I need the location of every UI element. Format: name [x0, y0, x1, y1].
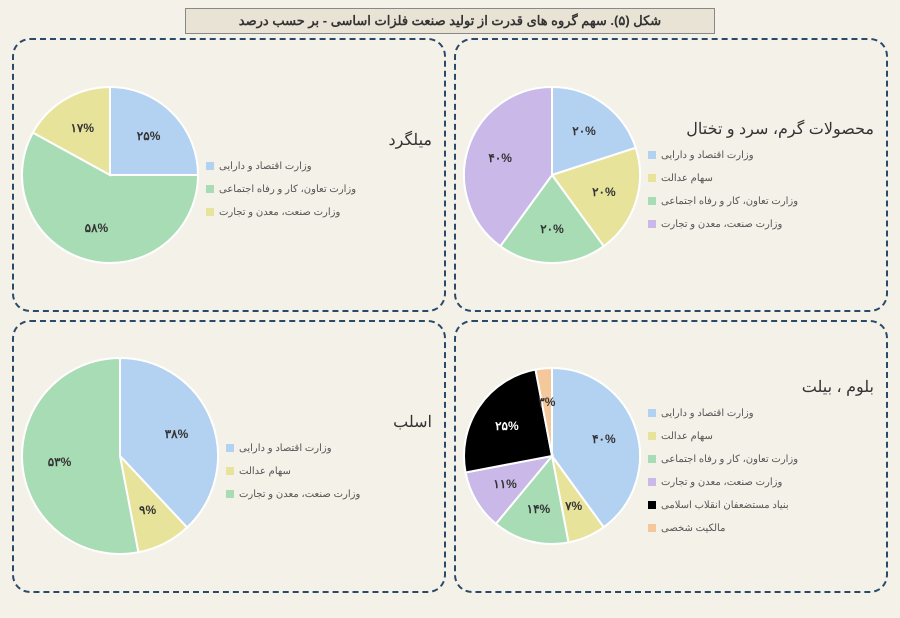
legend-text: وزارت تعاون، کار و رفاه اجتماعی: [661, 195, 798, 208]
legend-swatch: [648, 220, 656, 228]
legend-text: وزارت تعاون، کار و رفاه اجتماعی: [661, 453, 798, 466]
legend-swatch: [648, 501, 656, 509]
slice-label: ۱۴%: [527, 502, 551, 516]
legend-swatch: [648, 409, 656, 417]
pie-chart: ۲۰% ۲۰% ۲۰% ۴۰%: [460, 83, 644, 267]
legend-item: وزارت اقتصاد و دارایی: [648, 149, 754, 162]
slice-label: ۱۱%: [493, 477, 517, 491]
slice-label: ۷%: [565, 499, 582, 513]
charts-grid: ۲۰% ۲۰% ۲۰% ۴۰% محصولات گرم، سرد و تختال وزار…: [0, 38, 900, 593]
slice-label: ۲۰%: [572, 124, 596, 138]
legend-text: وزارت صنعت، معدن و تجارت: [219, 206, 340, 219]
legend-text: وزارت اقتصاد و دارایی: [239, 442, 332, 455]
legend: وزارت اقتصاد و دارایی سهام عدالت وزارت تعا…: [648, 149, 874, 231]
legend-text: وزارت صنعت، معدن و تجارت: [661, 218, 782, 231]
slice-label: ۴۰%: [488, 151, 512, 165]
slice-label: ۴۰%: [592, 432, 616, 446]
chart-title: میلگرد: [206, 130, 432, 150]
legend-swatch: [206, 208, 214, 216]
legend-swatch: [206, 162, 214, 170]
legend-item: بنیاد مستضعفان انقلاب اسلامی: [648, 499, 789, 512]
legend-swatch: [648, 151, 656, 159]
legend-swatch: [648, 174, 656, 182]
legend-text: بنیاد مستضعفان انقلاب اسلامی: [661, 499, 789, 512]
legend-item: وزارت اقتصاد و دارایی: [226, 442, 332, 455]
legend-item: وزارت تعاون، کار و رفاه اجتماعی: [648, 453, 798, 466]
legend-item: وزارت اقتصاد و دارایی: [648, 407, 754, 420]
legend-text: وزارت اقتصاد و دارایی: [661, 407, 754, 420]
chart-title: اسلب: [226, 412, 432, 432]
legend-swatch: [648, 197, 656, 205]
slice-label: ۲۵%: [137, 129, 161, 143]
legend-item: سهام عدالت: [648, 172, 713, 185]
legend-item: وزارت صنعت، معدن و تجارت: [648, 476, 782, 489]
pie-chart: ۴۰% ۷% ۱۴% ۱۱% ۲۵% ۳%: [460, 364, 644, 548]
slice-label: ۲۰%: [592, 185, 616, 199]
slice-label: ۵۸%: [85, 221, 109, 235]
slice-label: ۲۵%: [495, 419, 519, 433]
pie-chart: ۳۸% ۹% ۵۳%: [18, 354, 222, 558]
legend-item: مالکیت شخصی: [648, 522, 725, 535]
slice-label: ۹%: [139, 503, 156, 517]
chart-panel: ۲۵%۵۸%۱۷%میلگردوزارت اقتصاد و داراییوزار…: [12, 38, 446, 312]
legend-text: وزارت تعاون، کار و رفاه اجتماعی: [219, 183, 356, 196]
legend-item: وزارت صنعت، معدن و تجارت: [226, 488, 360, 501]
pie-chart: ۲۵% ۵۸% ۱۷%: [18, 83, 202, 267]
legend-item: وزارت تعاون، کار و رفاه اجتماعی: [206, 183, 356, 196]
main-title: شکل (۵). سهم گروه های قدرت از تولید صنعت…: [185, 8, 715, 34]
legend-swatch: [226, 490, 234, 498]
legend-text: وزارت صنعت، معدن و تجارت: [239, 488, 360, 501]
chart-title: محصولات گرم، سرد و تختال: [648, 119, 874, 139]
legend: وزارت اقتصاد و دارایی سهام عدالت وزارت تعا…: [648, 407, 874, 535]
legend-swatch: [226, 444, 234, 452]
legend-text: سهام عدالت: [661, 172, 713, 185]
legend-text: وزارت اقتصاد و دارایی: [661, 149, 754, 162]
slice-label: ۲۰%: [540, 222, 564, 236]
legend-item: سهام عدالت: [648, 430, 713, 443]
slice-label: ۵۳%: [48, 455, 72, 469]
legend-text: سهام عدالت: [661, 430, 713, 443]
slice-label: ۱۷%: [70, 121, 94, 135]
legend-text: سهام عدالت: [239, 465, 291, 478]
legend: وزارت اقتصاد و دارایی وزارت تعاون، کار و …: [206, 160, 432, 219]
slice-label: ۳%: [538, 395, 555, 409]
chart-panel: ۳۸% ۹% ۵۳% اسلب وزارت اقتصاد و دارایی سهام عد…: [12, 320, 446, 594]
legend-item: وزارت تعاون، کار و رفاه اجتماعی: [648, 195, 798, 208]
legend-swatch: [226, 467, 234, 475]
chart-title: بلوم ، بیلت: [648, 377, 874, 397]
legend-text: وزارت اقتصاد و دارایی: [219, 160, 312, 173]
legend: وزارت اقتصاد و دارایی سهام عدالت وزارت صنع…: [226, 442, 432, 501]
legend-item: وزارت صنعت، معدن و تجارت: [648, 218, 782, 231]
legend-text: مالکیت شخصی: [661, 522, 725, 535]
chart-panel: ۴۰% ۷% ۱۴% ۱۱% ۲۵% ۳% بلوم ، بیلت وزارت اقتصاد …: [454, 320, 888, 594]
legend-swatch: [648, 478, 656, 486]
legend-swatch: [206, 185, 214, 193]
legend-text: وزارت صنعت، معدن و تجارت: [661, 476, 782, 489]
legend-item: سهام عدالت: [226, 465, 291, 478]
legend-swatch: [648, 524, 656, 532]
legend-item: وزارت صنعت، معدن و تجارت: [206, 206, 340, 219]
legend-swatch: [648, 455, 656, 463]
legend-swatch: [648, 432, 656, 440]
legend-item: وزارت اقتصاد و دارایی: [206, 160, 312, 173]
chart-panel: ۲۰% ۲۰% ۲۰% ۴۰% محصولات گرم، سرد و تختال وزار…: [454, 38, 888, 312]
slice-label: ۳۸%: [165, 427, 189, 441]
